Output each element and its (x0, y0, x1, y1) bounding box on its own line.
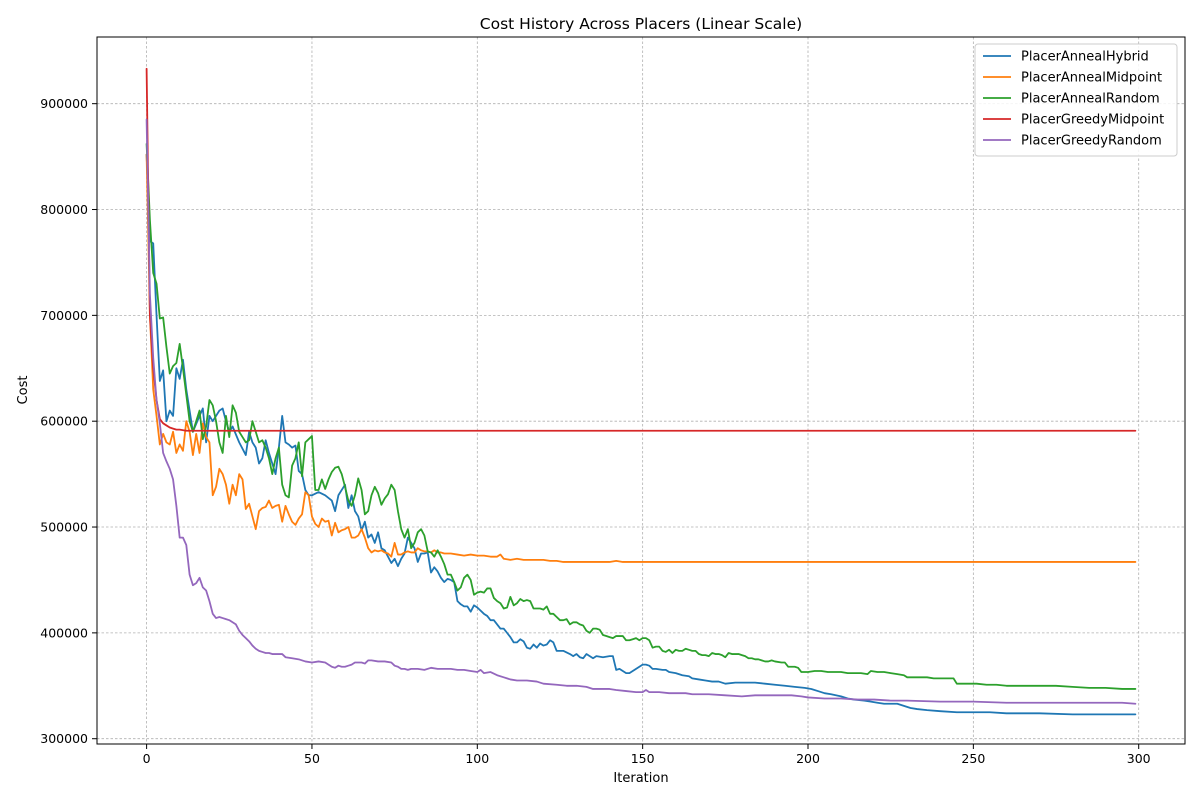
x-tick-label: 300 (1127, 751, 1151, 766)
x-tick-label: 200 (796, 751, 820, 766)
legend: PlacerAnnealHybrid PlacerAnnealMidpoint Pl… (974, 43, 1178, 157)
x-tick-label: 0 (143, 751, 151, 766)
series-line-0 (145, 153, 1137, 716)
chart-title: Cost History Across Placers (Linear Scal… (480, 15, 802, 33)
series-lines (145, 67, 1137, 716)
x-tick-label: 150 (631, 751, 655, 766)
legend-label: PlacerAnnealMidpoint (1021, 71, 1162, 86)
axis-ticks: 0 50 100 150 200 250 300 300000 400000 500000 6000… (40, 96, 1150, 766)
y-tick-label: 700000 (40, 308, 88, 323)
series-line-1 (145, 153, 1137, 563)
legend-label: PlacerAnnealHybrid (1021, 50, 1149, 65)
x-tick-label: 50 (304, 751, 320, 766)
y-tick-label: 500000 (40, 520, 88, 535)
y-tick-label: 300000 (40, 731, 88, 746)
legend-label: PlacerAnnealRandom (1021, 92, 1160, 107)
plot-area-frame (96, 36, 1186, 745)
x-axis-label: Iteration (613, 771, 668, 786)
y-tick-label: 400000 (40, 625, 88, 640)
legend-box (974, 43, 1178, 157)
series-line-4 (145, 118, 1137, 705)
grid-lines (97, 37, 1185, 744)
y-axis-label: Cost (16, 376, 31, 405)
y-tick-label: 600000 (40, 414, 88, 429)
y-tick-label: 800000 (40, 202, 88, 217)
x-tick-label: 250 (961, 751, 985, 766)
y-tick-label: 900000 (40, 96, 88, 111)
legend-label: PlacerGreedyRandom (1021, 134, 1162, 149)
legend-label: PlacerGreedyMidpoint (1021, 113, 1164, 128)
series-line-2 (145, 143, 1137, 690)
x-tick-label: 100 (465, 751, 489, 766)
